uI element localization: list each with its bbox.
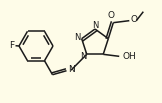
Text: OH: OH (122, 52, 136, 61)
Text: F: F (9, 41, 15, 50)
Text: N: N (68, 65, 75, 74)
Text: O: O (131, 15, 138, 24)
Text: O: O (108, 11, 115, 20)
Text: N: N (75, 33, 81, 42)
Text: N: N (92, 20, 98, 29)
Text: N: N (81, 52, 87, 61)
